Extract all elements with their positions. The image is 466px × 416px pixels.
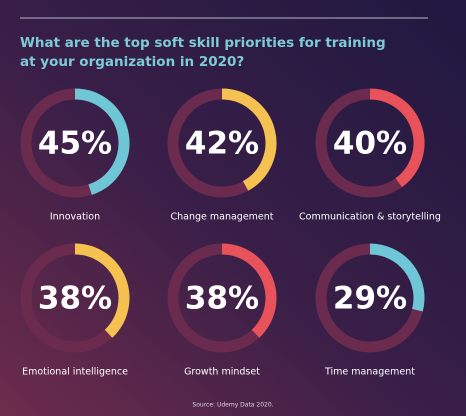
value-label: 45% xyxy=(38,126,112,162)
donut-label: Communication & storytelling xyxy=(299,212,441,223)
donut-label: Innovation xyxy=(50,212,100,223)
value-label: 38% xyxy=(38,281,112,317)
donut-arc xyxy=(74,88,130,195)
donut-arc xyxy=(221,243,277,338)
donut-arc xyxy=(74,243,130,338)
title-line: What are the top soft skill priorities f… xyxy=(20,35,386,51)
value-label: 40% xyxy=(333,126,407,162)
value-label: 42% xyxy=(185,126,259,162)
donut-arc xyxy=(221,88,277,191)
donut-label: Time management xyxy=(324,367,415,378)
donut-arc xyxy=(369,88,425,188)
donut-arc xyxy=(369,243,425,312)
donut-label: Growth mindset xyxy=(184,367,260,378)
title-line: at your organization in 2020? xyxy=(20,54,244,70)
value-label: 38% xyxy=(185,281,259,317)
value-label: 29% xyxy=(333,281,407,317)
donut-label: Emotional intelligence xyxy=(22,367,128,378)
source: Source: Udemy Data 2020. xyxy=(192,402,273,409)
donut-label: Change management xyxy=(170,212,273,223)
